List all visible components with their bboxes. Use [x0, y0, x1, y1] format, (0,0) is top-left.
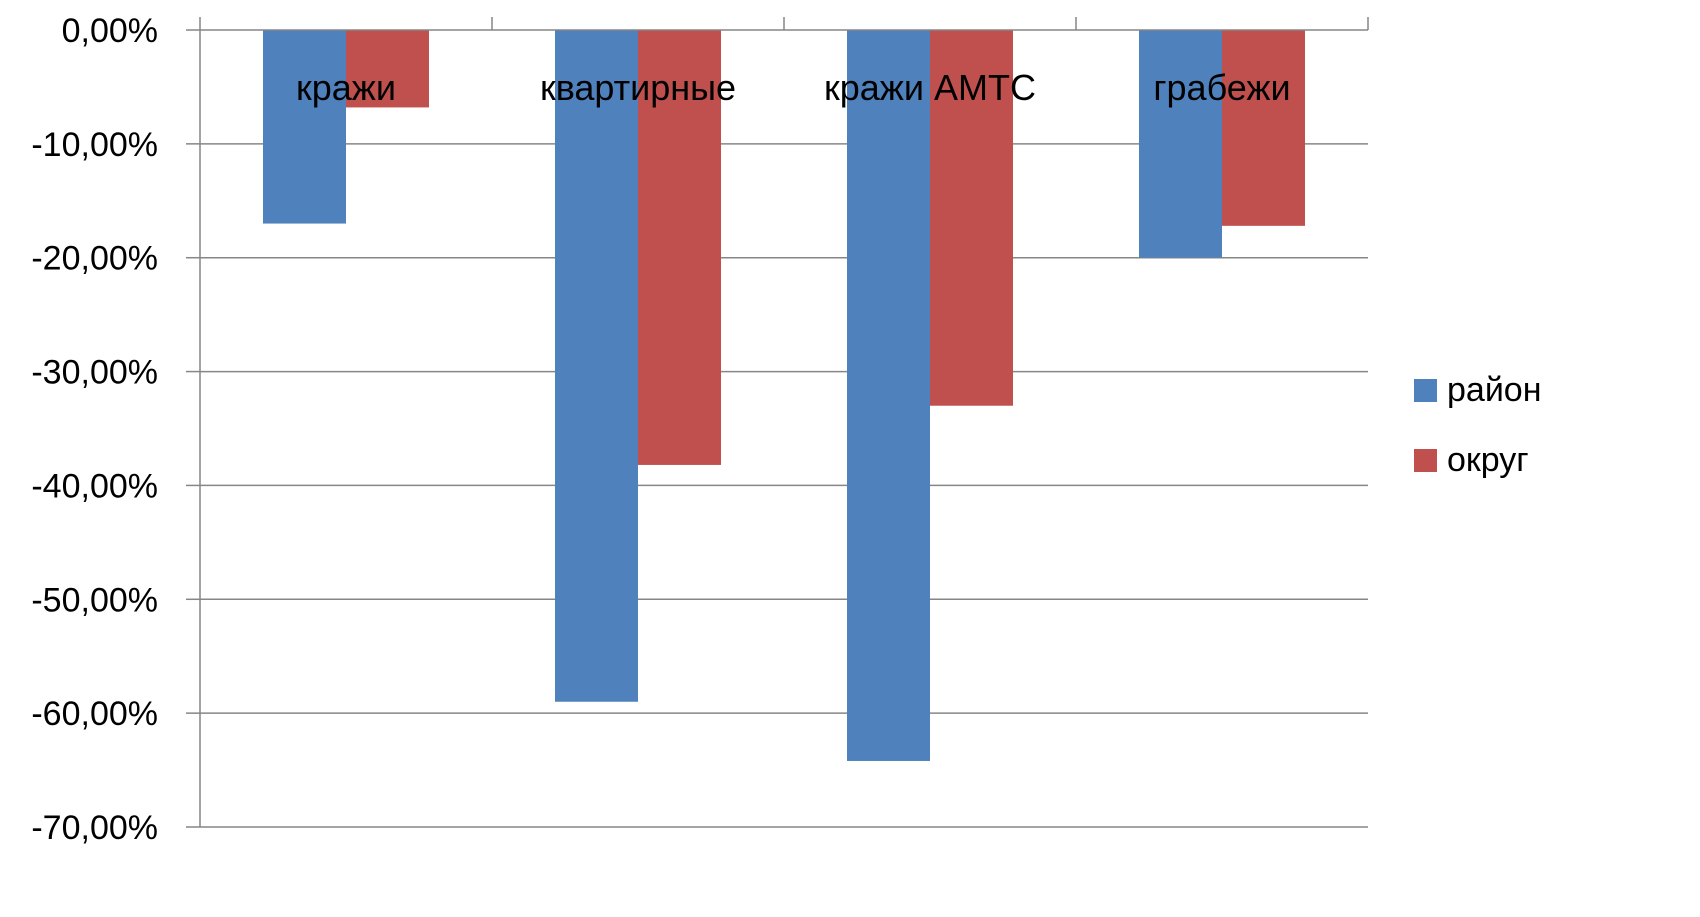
legend-swatch — [1414, 449, 1437, 472]
bars — [263, 30, 1305, 761]
bar-okrug — [346, 30, 429, 108]
y-tick-label: -20,00% — [31, 240, 158, 278]
bar-rayon — [847, 30, 930, 761]
y-tick-label: -40,00% — [31, 467, 158, 505]
y-tick-label: -60,00% — [31, 695, 158, 733]
y-tick-label: -30,00% — [31, 354, 158, 392]
legend: район округ — [1414, 371, 1542, 479]
bar-okrug — [1222, 30, 1305, 226]
category-label: квартирные — [540, 67, 736, 108]
y-tick-label: -10,00% — [31, 126, 158, 164]
bar-rayon — [1139, 30, 1222, 258]
y-tick-labels: 0,00% -10,00% -20,00% -30,00% -40,00% -50,00%… — [31, 12, 158, 847]
bar-rayon — [555, 30, 638, 702]
legend-label: округ — [1447, 441, 1529, 479]
y-tick-label: -70,00% — [31, 809, 158, 847]
category-label: кражи — [296, 67, 396, 108]
gridlines — [200, 143, 1368, 828]
category-label: грабежи — [1153, 67, 1290, 108]
y-tick-label: -50,00% — [31, 581, 158, 619]
bar-okrug — [638, 30, 721, 465]
legend-label: район — [1447, 371, 1542, 409]
legend-swatch — [1414, 379, 1437, 402]
bar-okrug — [930, 30, 1013, 406]
category-labels: кражи квартирные кражи АМТС грабежи — [296, 67, 1291, 108]
axes — [186, 17, 1369, 828]
category-label: кражи АМТС — [824, 67, 1036, 108]
bar-rayon — [263, 30, 346, 224]
y-tick-label: 0,00% — [62, 12, 158, 50]
